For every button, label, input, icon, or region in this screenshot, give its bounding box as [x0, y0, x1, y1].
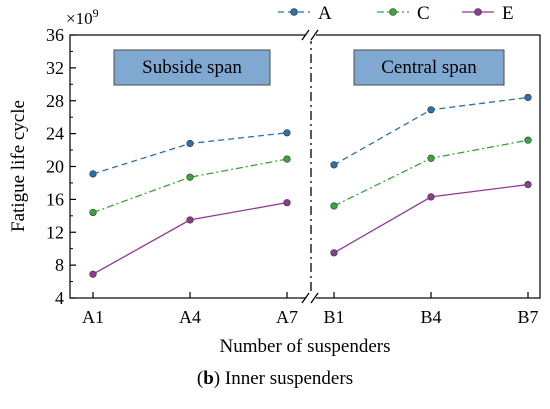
- panel-label-central: Central span: [353, 49, 505, 86]
- data-point-A: [89, 170, 97, 178]
- data-point-C: [330, 202, 338, 210]
- data-point-A: [186, 139, 194, 148]
- y-tick-label: 32: [46, 58, 64, 78]
- y-tick-label: 8: [55, 255, 64, 275]
- data-point-C: [283, 155, 291, 163]
- series-line-A: [92, 132, 288, 175]
- y-tick-label: 4: [55, 288, 64, 308]
- data-point-E: [330, 249, 338, 257]
- y-tick-label: 16: [46, 189, 64, 209]
- series-line-E: [92, 202, 288, 275]
- y-tick-label: 36: [46, 25, 64, 45]
- data-point-C: [89, 208, 97, 217]
- x-tick-label: A1: [82, 307, 104, 327]
- x-tick-label: B7: [517, 307, 538, 327]
- x-axis-label: Number of suspenders: [220, 336, 391, 357]
- series-line-C: [92, 158, 288, 214]
- x-tick-label: B4: [420, 307, 441, 327]
- y-axis-label: Fatigue life cycle: [8, 100, 29, 232]
- data-point-C: [186, 173, 194, 181]
- data-point-E: [524, 180, 532, 189]
- axis-break-bottom: [301, 292, 319, 304]
- legend-marker-C: [389, 8, 397, 16]
- legend-marker-A: [290, 8, 298, 16]
- data-point-A: [427, 106, 435, 114]
- y-tick-label: 12: [46, 222, 64, 242]
- figure-caption: (b) Inner suspenders: [196, 368, 354, 389]
- data-point-C: [427, 154, 435, 162]
- y-multiplier: ×109: [66, 6, 99, 28]
- legend-label-E: E: [502, 3, 514, 24]
- data-point-A: [330, 161, 338, 169]
- legend-label-A: A: [318, 3, 332, 24]
- data-point-A: [524, 93, 532, 102]
- y-tick-label: 24: [46, 124, 64, 144]
- chart: Subside span Central span ×109 Fatigue l…: [8, 3, 541, 357]
- data-point-C: [524, 136, 532, 144]
- x-tick-label: A4: [179, 307, 201, 327]
- x-tick-label: B1: [323, 307, 344, 327]
- axis-break-top: [301, 29, 319, 41]
- panel-label-central-text: Central span: [381, 57, 477, 78]
- panel-label-subside-text: Subside span: [142, 57, 242, 78]
- data-point-E: [186, 216, 194, 224]
- legend-label-C: C: [417, 3, 430, 24]
- x-tick-label: A7: [276, 307, 298, 327]
- data-point-E: [89, 270, 97, 278]
- data-point-E: [283, 199, 291, 207]
- data-point-A: [283, 129, 291, 137]
- legend-marker-E: [474, 8, 482, 16]
- data-point-E: [427, 193, 435, 201]
- y-tick-label: 20: [46, 157, 64, 177]
- y-tick-label: 28: [46, 91, 64, 111]
- panel-label-subside: Subside span: [113, 49, 271, 86]
